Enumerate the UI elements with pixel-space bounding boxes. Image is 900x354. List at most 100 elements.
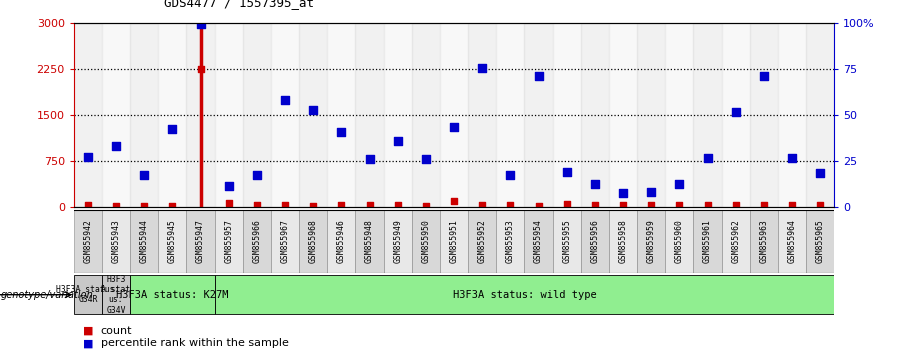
Point <box>700 202 715 208</box>
Point <box>588 182 602 187</box>
Text: H3F3
A stat
us:
G34V: H3F3 A stat us: G34V <box>102 275 130 315</box>
Text: GSM855954: GSM855954 <box>534 219 543 263</box>
Point <box>757 74 771 79</box>
Point <box>418 203 433 209</box>
Point <box>757 202 771 208</box>
FancyBboxPatch shape <box>356 210 383 273</box>
Text: GSM855950: GSM855950 <box>421 219 430 263</box>
Point <box>194 21 208 27</box>
Text: GSM855955: GSM855955 <box>562 219 572 263</box>
Text: count: count <box>101 326 132 336</box>
FancyBboxPatch shape <box>158 210 186 273</box>
Point <box>531 74 545 79</box>
Text: GSM855949: GSM855949 <box>393 219 402 263</box>
Point <box>363 156 377 161</box>
Point <box>503 202 517 208</box>
Text: H3F3A status: K27M: H3F3A status: K27M <box>116 290 229 300</box>
FancyBboxPatch shape <box>214 275 834 314</box>
FancyBboxPatch shape <box>722 210 750 273</box>
Bar <box>356 23 383 207</box>
Point <box>785 155 799 161</box>
Point <box>166 126 180 132</box>
Text: GSM855945: GSM855945 <box>168 219 177 263</box>
FancyBboxPatch shape <box>74 210 102 273</box>
Text: GSM855964: GSM855964 <box>788 219 796 263</box>
Bar <box>778 23 806 207</box>
Point <box>616 190 630 195</box>
Bar <box>102 23 130 207</box>
FancyBboxPatch shape <box>580 210 609 273</box>
FancyBboxPatch shape <box>214 210 243 273</box>
Text: percentile rank within the sample: percentile rank within the sample <box>101 338 289 348</box>
Bar <box>440 23 468 207</box>
Point <box>616 202 630 207</box>
Point <box>306 107 320 112</box>
Text: GSM855953: GSM855953 <box>506 219 515 263</box>
Text: GDS4477 / 1557395_at: GDS4477 / 1557395_at <box>164 0 314 9</box>
Point <box>137 172 151 177</box>
FancyBboxPatch shape <box>130 275 214 314</box>
Point <box>785 202 799 208</box>
FancyBboxPatch shape <box>243 210 271 273</box>
Bar <box>214 23 243 207</box>
Text: GSM855957: GSM855957 <box>224 219 233 263</box>
Point <box>728 202 742 208</box>
Bar <box>130 23 158 207</box>
Point <box>81 202 95 208</box>
Text: GSM855944: GSM855944 <box>140 219 148 263</box>
Bar <box>74 23 102 207</box>
Text: GSM855943: GSM855943 <box>112 219 121 263</box>
Bar <box>637 23 665 207</box>
Point <box>109 143 123 149</box>
Point <box>446 199 461 204</box>
FancyBboxPatch shape <box>412 210 440 273</box>
Text: GSM855946: GSM855946 <box>337 219 346 263</box>
Point <box>334 130 348 135</box>
Text: H3F3A status:
G34R: H3F3A status: G34R <box>56 285 120 304</box>
FancyBboxPatch shape <box>130 210 158 273</box>
Point <box>503 172 517 178</box>
Point <box>391 139 405 144</box>
Point <box>672 202 687 208</box>
Bar <box>271 23 299 207</box>
Bar <box>722 23 750 207</box>
Bar <box>553 23 580 207</box>
FancyBboxPatch shape <box>750 210 778 273</box>
FancyBboxPatch shape <box>665 210 694 273</box>
Point <box>249 172 264 177</box>
Text: H3F3A status: wild type: H3F3A status: wild type <box>453 290 597 300</box>
Text: GSM855958: GSM855958 <box>618 219 627 263</box>
Point <box>813 170 827 176</box>
Text: GSM855966: GSM855966 <box>252 219 261 263</box>
Text: GSM855960: GSM855960 <box>675 219 684 263</box>
Text: GSM855952: GSM855952 <box>478 219 487 263</box>
Point <box>446 124 461 130</box>
FancyBboxPatch shape <box>74 275 102 314</box>
FancyBboxPatch shape <box>637 210 665 273</box>
Text: ■: ■ <box>83 338 94 348</box>
FancyBboxPatch shape <box>694 210 722 273</box>
Point <box>306 203 320 209</box>
Bar <box>383 23 412 207</box>
Bar <box>412 23 440 207</box>
Text: GSM855959: GSM855959 <box>647 219 656 263</box>
FancyBboxPatch shape <box>553 210 580 273</box>
Point <box>166 203 180 209</box>
FancyBboxPatch shape <box>440 210 468 273</box>
Bar <box>580 23 609 207</box>
Bar <box>750 23 778 207</box>
Text: GSM855947: GSM855947 <box>196 219 205 263</box>
Bar <box>328 23 356 207</box>
Bar <box>243 23 271 207</box>
Point <box>221 200 236 206</box>
Bar <box>299 23 328 207</box>
Point <box>813 202 827 207</box>
FancyBboxPatch shape <box>525 210 553 273</box>
Point <box>221 183 236 189</box>
Bar <box>496 23 525 207</box>
FancyBboxPatch shape <box>299 210 328 273</box>
Text: GSM855962: GSM855962 <box>731 219 740 263</box>
Point <box>644 189 659 195</box>
FancyBboxPatch shape <box>778 210 806 273</box>
FancyBboxPatch shape <box>383 210 412 273</box>
